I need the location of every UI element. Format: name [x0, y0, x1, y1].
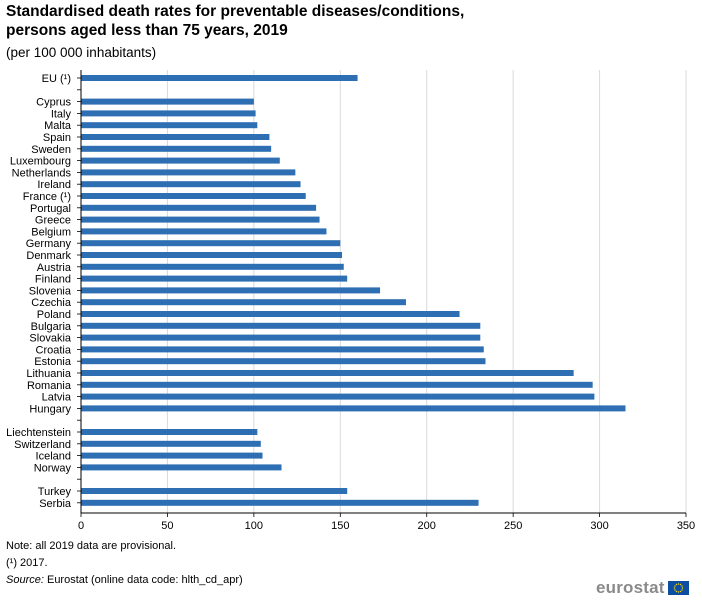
x-tick-label: 350 [677, 520, 695, 532]
x-tick-label: 100 [245, 520, 263, 532]
chart-title: Standardised death rates for preventable… [6, 2, 696, 40]
bar-cyprus [81, 98, 254, 105]
bar-malta [81, 122, 258, 129]
footer-footnote: (¹) 2017. [6, 557, 48, 569]
category-label: Iceland [36, 451, 71, 463]
eu-flag-icon [667, 581, 689, 595]
bar-italy [81, 110, 256, 117]
bar-belgium [81, 228, 327, 235]
category-label: Slovenia [29, 285, 72, 297]
bar-switzerland [81, 440, 261, 447]
category-label: Liechtenstein [6, 427, 71, 439]
x-tick-label: 300 [590, 520, 608, 532]
source-text: Eurostat (online data code: hlth_cd_apr) [43, 574, 243, 586]
bar-turkey [81, 488, 348, 494]
category-label: Croatia [36, 344, 72, 356]
bar-slovenia [81, 287, 381, 294]
category-label: Czechia [31, 297, 72, 309]
category-label: Greece [35, 215, 71, 227]
category-label: France (¹) [23, 191, 71, 203]
bar-liechtenstein [81, 429, 258, 435]
bar-sweden [81, 145, 272, 152]
category-label: Sweden [31, 144, 71, 156]
category-label: Hungary [29, 403, 71, 415]
x-tick-label: 200 [418, 520, 436, 532]
category-label: Switzerland [14, 439, 71, 451]
category-label: Turkey [38, 486, 72, 498]
category-label: Luxembourg [10, 156, 71, 168]
bar-france- [81, 193, 306, 199]
category-label: Spain [43, 132, 71, 144]
category-label: Malta [44, 120, 72, 132]
source-label: Source: [6, 574, 44, 586]
x-tick-label: 50 [161, 520, 173, 532]
bar-portugal [81, 204, 317, 211]
bar-greece [81, 216, 320, 223]
bar-iceland [81, 452, 263, 459]
footer-source: Source: Eurostat (online data code: hlth… [6, 574, 243, 587]
bar-serbia [81, 499, 479, 506]
bar-eu- [81, 75, 358, 81]
bar-chart: EU (¹) CyprusItalyMaltaSpainSwedenLuxembo… [6, 70, 695, 532]
category-label: Lithuania [26, 368, 72, 380]
chart-title-line-1: Standardised death rates for preventable… [6, 3, 465, 20]
footer-note: Note: all 2019 data are provisional. [6, 540, 176, 552]
x-tick-label: 150 [331, 520, 349, 532]
bar-estonia [81, 358, 486, 365]
x-tick-label: 250 [504, 520, 522, 532]
category-label: EU (¹) [42, 73, 71, 85]
bar-luxembourg [81, 157, 280, 164]
category-label: Finland [35, 274, 71, 286]
category-label: Netherlands [12, 167, 72, 179]
bar-denmark [81, 252, 343, 258]
category-label: Latvia [42, 392, 72, 404]
category-label: Austria [37, 262, 72, 274]
chart-title-line-2: persons aged less than 75 years, 2019 [6, 22, 288, 39]
category-label: Ireland [37, 179, 71, 191]
bar-netherlands [81, 169, 296, 176]
bar-latvia [81, 393, 595, 400]
category-label: Germany [26, 238, 72, 250]
category-label: Denmark [26, 250, 71, 262]
category-label: Portugal [30, 203, 71, 215]
category-label: Bulgaria [31, 321, 72, 333]
category-label: Poland [37, 309, 71, 321]
bar-croatia [81, 346, 484, 353]
bar-norway [81, 464, 282, 471]
bar-germany [81, 240, 341, 247]
category-label: Slovakia [29, 333, 71, 345]
category-label: Serbia [39, 498, 72, 510]
bar-romania [81, 381, 593, 388]
eurostat-logo: eurostat [596, 578, 689, 598]
bar-austria [81, 263, 344, 270]
bar-finland [81, 275, 348, 282]
x-tick-label: 0 [78, 520, 84, 532]
bar-czechia [81, 299, 406, 306]
bar-lithuania [81, 370, 574, 376]
category-label: Estonia [34, 356, 72, 368]
category-label: Belgium [31, 226, 71, 238]
category-label: Romania [27, 380, 72, 392]
bar-poland [81, 311, 460, 317]
bar-hungary [81, 405, 626, 412]
eurostat-logo-text: eurostat [596, 578, 665, 597]
category-label: Italy [51, 108, 72, 120]
bar-bulgaria [81, 322, 481, 329]
bar-ireland [81, 181, 301, 188]
bar-slovakia [81, 334, 481, 341]
bar-spain [81, 134, 270, 140]
category-label: Cyprus [36, 97, 71, 109]
chart-subtitle: (per 100 000 inhabitants) [6, 45, 157, 60]
category-label: Norway [34, 462, 72, 474]
